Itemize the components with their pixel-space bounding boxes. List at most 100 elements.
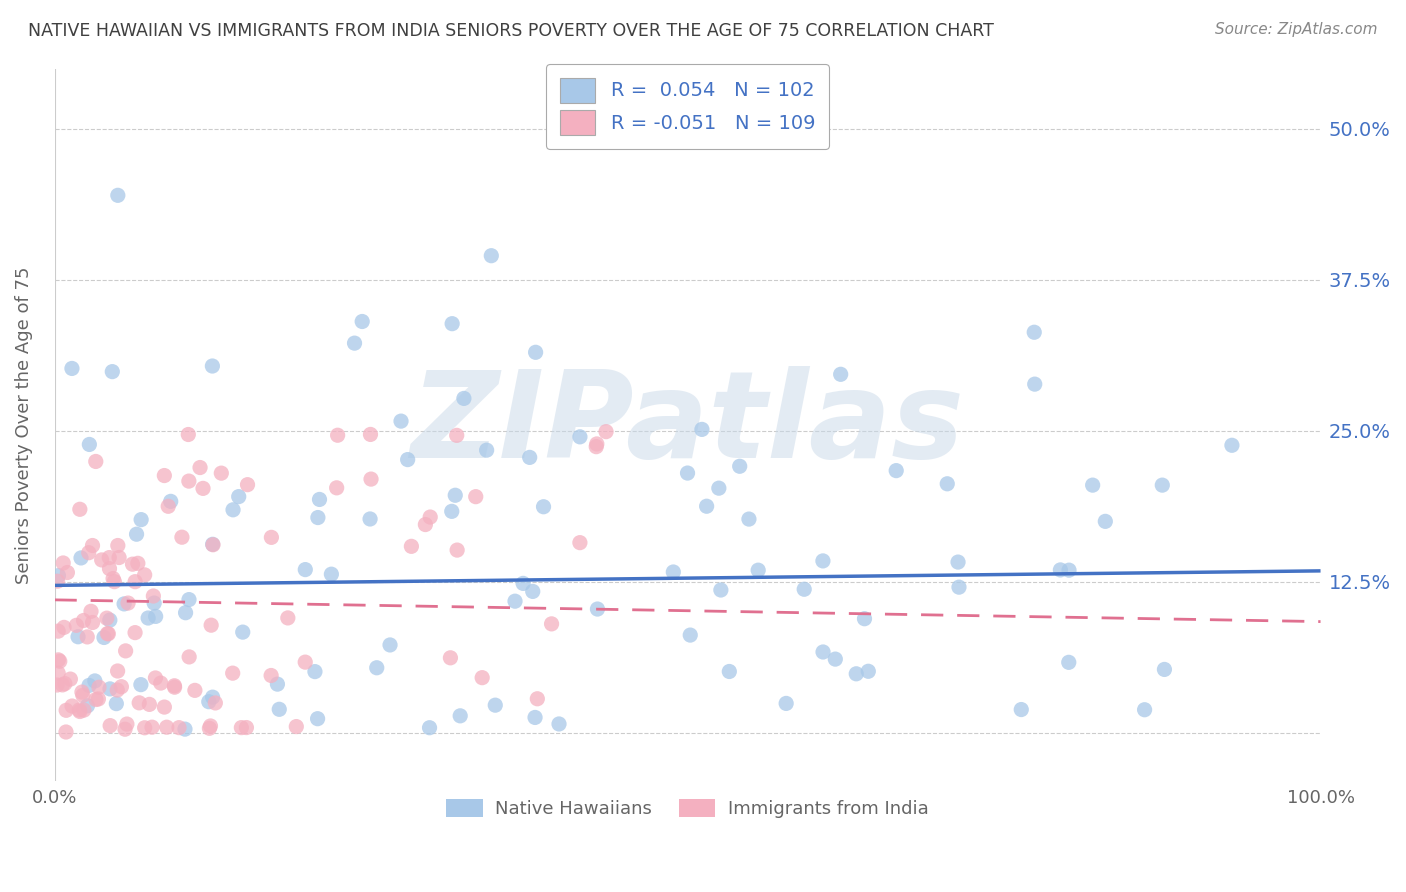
Point <box>200 719 222 733</box>
Point <box>845 666 868 681</box>
Point <box>830 368 852 382</box>
Point <box>136 611 159 625</box>
Point <box>59 672 82 686</box>
Point <box>114 644 136 658</box>
Point <box>548 717 571 731</box>
Point <box>222 666 245 681</box>
Point <box>153 468 176 483</box>
Text: ZIPatlas: ZIPatlas <box>411 367 965 483</box>
Point <box>96 611 118 625</box>
Point <box>197 695 219 709</box>
Point <box>46 574 69 589</box>
Point <box>519 450 541 465</box>
Point <box>449 708 471 723</box>
Point <box>103 574 125 589</box>
Point <box>98 718 121 732</box>
Point <box>127 557 149 571</box>
Point <box>1057 563 1080 577</box>
Point <box>76 630 98 644</box>
Point <box>222 503 245 517</box>
Point <box>79 437 101 451</box>
Point <box>440 504 463 518</box>
Point <box>236 477 259 491</box>
Point <box>811 645 834 659</box>
Point <box>200 618 222 632</box>
Point <box>793 582 815 597</box>
Point <box>1024 377 1046 392</box>
Point <box>112 597 135 611</box>
Point <box>201 538 224 552</box>
Point <box>124 625 146 640</box>
Point <box>82 539 104 553</box>
Point <box>96 626 118 640</box>
Point <box>585 437 607 451</box>
Point <box>209 466 232 480</box>
Point <box>235 721 257 735</box>
Point <box>129 678 152 692</box>
Point <box>114 723 136 737</box>
Point <box>149 676 172 690</box>
Point <box>294 563 316 577</box>
Point <box>696 500 718 514</box>
Point <box>87 680 110 694</box>
Point <box>97 626 120 640</box>
Y-axis label: Seniors Poverty Over the Age of 75: Seniors Poverty Over the Age of 75 <box>15 266 32 583</box>
Point <box>568 430 591 444</box>
Point <box>307 510 329 524</box>
Point <box>87 692 110 706</box>
Point <box>232 625 254 640</box>
Point <box>70 685 93 699</box>
Point <box>98 562 121 576</box>
Point <box>117 596 139 610</box>
Point <box>471 671 494 685</box>
Point <box>53 620 76 634</box>
Point <box>98 613 121 627</box>
Point <box>475 443 498 458</box>
Point <box>128 696 150 710</box>
Point <box>201 537 224 551</box>
Point <box>304 665 326 679</box>
Point <box>568 535 591 549</box>
Point <box>72 689 94 703</box>
Point <box>142 589 165 603</box>
Point <box>157 500 180 514</box>
Point <box>540 616 562 631</box>
Point <box>479 249 502 263</box>
Point <box>811 554 834 568</box>
Point <box>204 696 226 710</box>
Point <box>105 683 128 698</box>
Point <box>231 721 253 735</box>
Point <box>46 678 69 692</box>
Point <box>46 653 69 667</box>
Point <box>60 699 83 714</box>
Point <box>201 359 224 373</box>
Point <box>453 392 475 406</box>
Point <box>98 681 121 696</box>
Point <box>107 188 129 202</box>
Point <box>52 556 75 570</box>
Point <box>70 550 93 565</box>
Point <box>53 676 76 690</box>
Point <box>1133 703 1156 717</box>
Point <box>1153 662 1175 676</box>
Point <box>115 717 138 731</box>
Point <box>170 530 193 544</box>
Point <box>188 460 211 475</box>
Point <box>184 683 207 698</box>
Point <box>67 703 90 717</box>
Point <box>415 517 437 532</box>
Point <box>884 464 907 478</box>
Point <box>55 725 77 739</box>
Point <box>419 721 441 735</box>
Point <box>419 510 441 524</box>
Point <box>1094 514 1116 528</box>
Point <box>55 703 77 717</box>
Point <box>84 692 107 706</box>
Point <box>49 654 72 668</box>
Point <box>1049 563 1071 577</box>
Point <box>159 494 181 508</box>
Point <box>101 572 124 586</box>
Point <box>46 624 69 639</box>
Point <box>936 476 959 491</box>
Point <box>718 665 741 679</box>
